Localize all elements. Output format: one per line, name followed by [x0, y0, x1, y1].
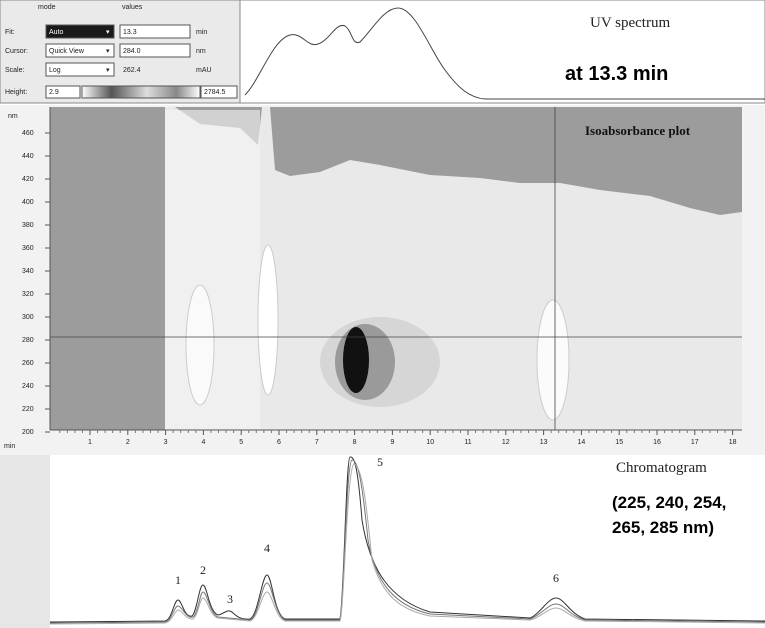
peak-label: 1	[175, 573, 181, 587]
x-tick-label: 5	[239, 439, 243, 446]
y-tick-label: 460	[22, 130, 34, 137]
row-unit: mAU	[196, 67, 212, 74]
x-tick-label: 6	[277, 439, 281, 446]
dropdown-arrow: ▾	[106, 48, 110, 55]
dropdown[interactable]	[45, 62, 115, 77]
row-value: 284.0	[123, 48, 141, 55]
x-tick-label: 17	[691, 439, 699, 446]
peak-label: 6	[553, 571, 559, 585]
panel-header: mode	[38, 4, 56, 11]
row-value: 13.3	[123, 29, 137, 36]
x-tick-label: 1	[88, 439, 92, 446]
iso-region	[165, 110, 260, 430]
trace	[49, 459, 765, 624]
dropdown-value: Auto	[49, 29, 64, 36]
x-unit: min	[4, 443, 15, 450]
y-tick-label: 360	[22, 245, 34, 252]
x-tick-label: 11	[464, 439, 471, 446]
x-tick-label: 18	[729, 439, 737, 446]
y-tick-label: 260	[22, 360, 34, 367]
y-tick-label: 400	[22, 199, 34, 206]
x-tick-label: 12	[502, 439, 510, 446]
iso-peak	[343, 327, 369, 393]
iso-band	[257, 244, 279, 396]
chrom-traces	[49, 456, 765, 625]
row-label: Scale:	[5, 67, 25, 74]
input-box[interactable]	[45, 85, 81, 99]
y-tick-label: 280	[22, 337, 34, 344]
x-tick-label: 10	[426, 439, 434, 446]
x-tick-label: 3	[164, 439, 168, 446]
trace	[49, 456, 765, 623]
x-tick-label: 14	[578, 439, 586, 446]
peak-label: 5	[377, 455, 383, 469]
x-tick-label: 2	[126, 439, 130, 446]
iso-region	[50, 107, 742, 430]
height-gradient[interactable]	[81, 85, 201, 99]
x-tick-label: 4	[201, 439, 205, 446]
x-tick-label: 9	[390, 439, 394, 446]
y-tick-label: 240	[22, 383, 34, 390]
x-tick-label: 16	[653, 439, 661, 446]
row-unit: nm	[196, 48, 206, 55]
x-tick-label: 13	[540, 439, 548, 446]
peak-label: 2	[200, 563, 206, 577]
uv-panel	[239, 0, 765, 104]
input-box[interactable]	[200, 85, 238, 99]
iso-title: Isoabsorbance plot	[585, 123, 691, 138]
y-tick-label: 320	[22, 291, 34, 298]
chrom-strip	[0, 455, 50, 628]
row-label: Cursor:	[5, 48, 28, 55]
iso-band	[185, 284, 215, 406]
height-min: 2.9	[49, 89, 59, 96]
peak-label: 3	[227, 592, 233, 606]
dropdown[interactable]	[45, 43, 115, 58]
y-unit: nm	[8, 113, 18, 120]
x-tick-label: 7	[315, 439, 319, 446]
y-tick-label: 440	[22, 153, 34, 160]
y-tick-label: 220	[22, 406, 34, 413]
chrom-title: Chromatogram	[616, 460, 707, 476]
dropdown-arrow: ▾	[106, 67, 110, 74]
trace	[49, 463, 765, 625]
chrom-panel	[50, 455, 765, 628]
panel-header: values	[122, 4, 143, 11]
y-tick-label: 420	[22, 176, 34, 183]
chrom-wavelengths: 265, 285 nm)	[612, 518, 714, 537]
row-label: Fit:	[5, 29, 15, 36]
uv-title: UV spectrum	[590, 15, 670, 31]
uv-curve	[244, 7, 765, 100]
x-tick-label: 15	[615, 439, 623, 446]
y-tick-label: 340	[22, 268, 34, 275]
height-max: 2784.5	[204, 89, 226, 96]
y-tick-label: 380	[22, 222, 34, 229]
dropdown-value: Log	[49, 67, 61, 74]
iso-band	[536, 299, 570, 421]
x-tick-label: 8	[353, 439, 357, 446]
input-box[interactable]	[119, 24, 191, 39]
y-tick-label: 300	[22, 314, 34, 321]
row-label: Height:	[5, 89, 27, 96]
input-box[interactable]	[119, 43, 191, 58]
uv-subtitle: at 13.3 min	[565, 63, 668, 85]
row-unit: min	[196, 29, 207, 36]
dropdown-arrow: ▾	[106, 29, 110, 36]
peak-label: 4	[264, 541, 270, 555]
chrom-wavelengths: (225, 240, 254,	[612, 493, 726, 512]
dropdown[interactable]	[45, 24, 115, 39]
row-value: 262.4	[123, 67, 141, 74]
y-tick-label: 200	[22, 429, 34, 436]
dropdown-value: Quick View	[49, 48, 85, 55]
